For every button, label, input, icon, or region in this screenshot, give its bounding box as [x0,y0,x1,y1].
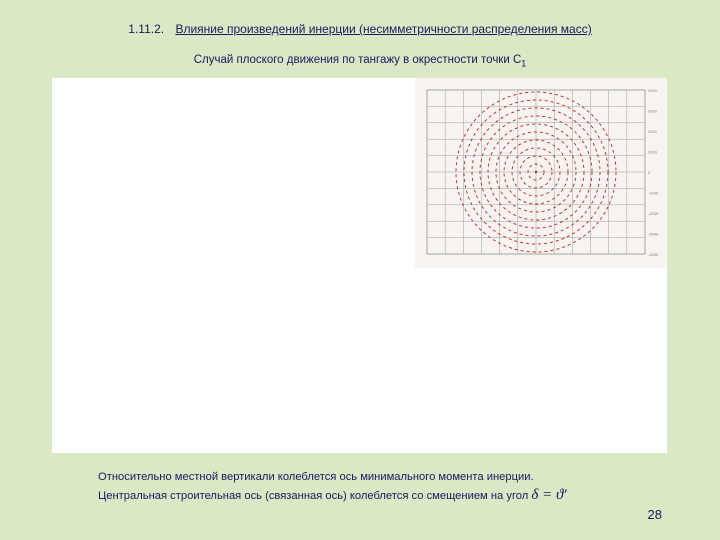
phase-chart: 40003000200010000-1000-2000-3000-4000 [415,78,667,268]
svg-text:4000: 4000 [648,88,658,93]
formula-eq: = [538,487,556,503]
caption-line2-prefix: Центральная строительная ось (связанная … [98,490,531,502]
formula: δ = ϑ′ [531,487,566,503]
svg-text:-4000: -4000 [648,252,659,257]
svg-text:-3000: -3000 [648,232,659,237]
section-number: 1.11.2. [128,22,164,36]
subtitle: Случай плоского движения по тангажу в ок… [0,54,720,68]
svg-text:3000: 3000 [648,109,658,114]
caption-line2: Центральная строительная ось (связанная … [98,485,567,505]
page-number: 28 [648,507,662,522]
svg-text:1000: 1000 [648,150,658,155]
caption: Относительно местной вертикали колеблетс… [98,470,567,505]
svg-text:-2000: -2000 [648,211,659,216]
svg-text:2000: 2000 [648,129,658,134]
caption-line1: Относительно местной вертикали колеблетс… [98,470,567,485]
section-title: Влияние произведений инерции (несимметри… [175,22,591,36]
formula-rhs: ϑ′ [556,487,567,503]
section-heading: 1.11.2. Влияние произведений инерции (не… [0,22,720,36]
subtitle-subscript: 1 [521,58,526,68]
svg-text:-1000: -1000 [648,191,659,196]
subtitle-text: Случай плоского движения по тангажу в ок… [194,54,522,66]
chart-svg: 40003000200010000-1000-2000-3000-4000 [415,78,667,268]
content-area: 40003000200010000-1000-2000-3000-4000 [52,78,667,453]
